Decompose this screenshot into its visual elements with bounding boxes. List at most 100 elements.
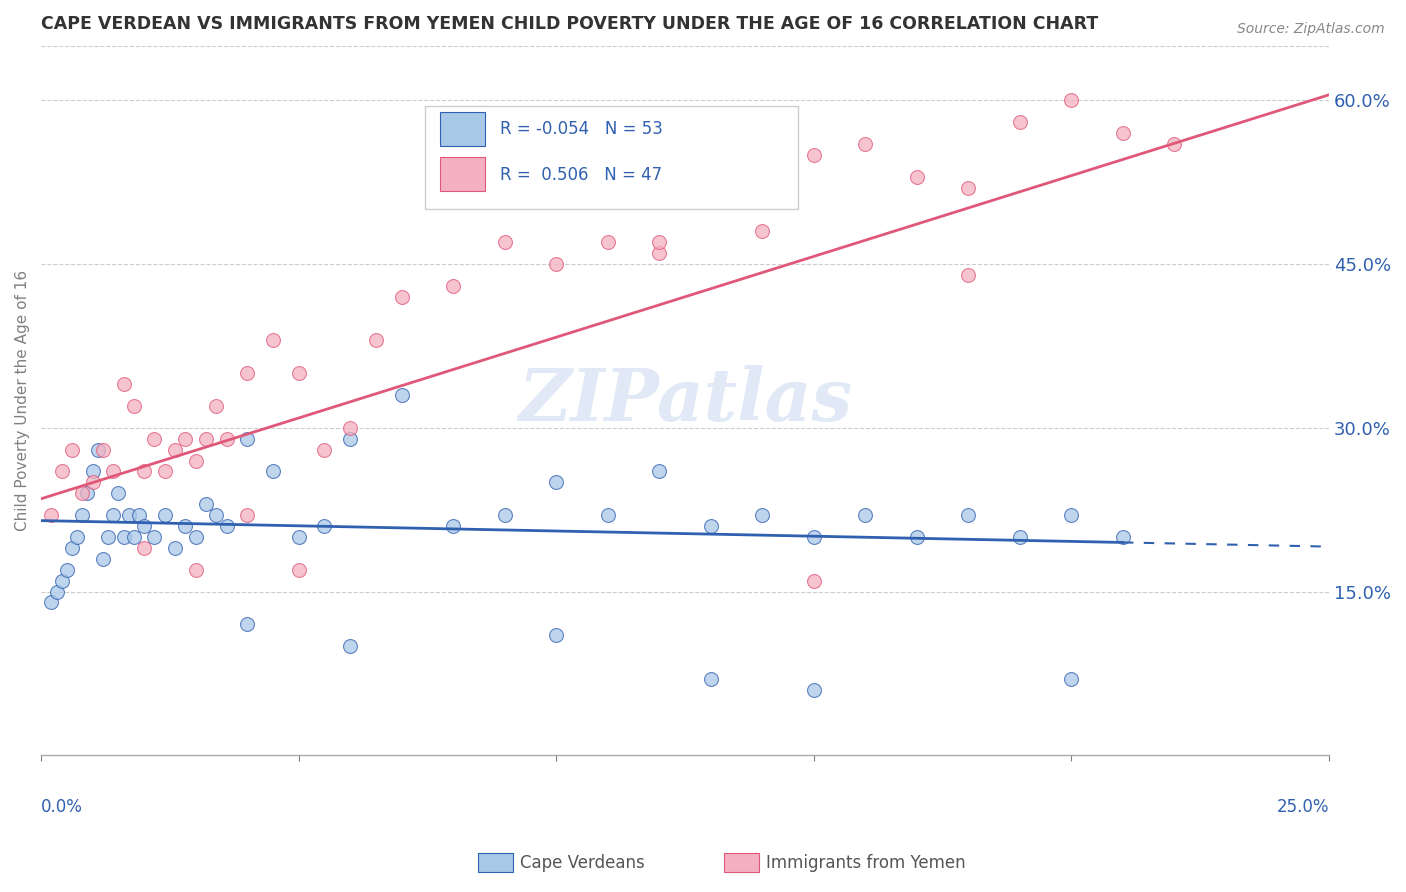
Point [103, 508, 125, 523]
Point [803, 148, 825, 162]
Point [205, 399, 228, 413]
Point [72, 508, 94, 523]
Point [339, 432, 361, 446]
Point [60, 442, 83, 457]
FancyBboxPatch shape [425, 106, 799, 209]
Point [174, 519, 197, 533]
Point [1163, 136, 1185, 151]
Point [215, 519, 238, 533]
Point [1060, 508, 1083, 523]
Point [112, 530, 135, 544]
Point [648, 465, 671, 479]
Point [60, 541, 83, 555]
Point [51, 574, 73, 588]
Point [143, 530, 166, 544]
Point [391, 388, 413, 402]
Point [143, 432, 166, 446]
Point [236, 366, 259, 380]
Point [262, 334, 284, 348]
Point [97, 530, 120, 544]
Point [165, 442, 187, 457]
Point [287, 366, 309, 380]
Point [194, 497, 217, 511]
Point [751, 508, 773, 523]
Point [803, 682, 825, 697]
Point [82, 475, 104, 490]
Point [107, 486, 129, 500]
Point [364, 334, 387, 348]
Point [165, 541, 187, 555]
FancyBboxPatch shape [440, 157, 485, 191]
Point [441, 519, 464, 533]
Point [41, 508, 63, 523]
Point [66, 530, 89, 544]
Point [314, 519, 336, 533]
Point [546, 475, 568, 490]
Point [803, 574, 825, 588]
Point [174, 432, 197, 446]
Point [494, 235, 516, 250]
Point [1060, 93, 1083, 107]
Point [648, 246, 671, 260]
Point [134, 541, 156, 555]
Point [122, 399, 145, 413]
Point [287, 530, 309, 544]
Point [56, 563, 79, 577]
Text: CAPE VERDEAN VS IMMIGRANTS FROM YEMEN CHILD POVERTY UNDER THE AGE OF 16 CORRELAT: CAPE VERDEAN VS IMMIGRANTS FROM YEMEN CH… [41, 15, 1098, 33]
Point [803, 530, 825, 544]
Text: Source: ZipAtlas.com: Source: ZipAtlas.com [1237, 22, 1385, 37]
Point [184, 453, 207, 467]
Point [1112, 126, 1135, 140]
Text: R = -0.054   N = 53: R = -0.054 N = 53 [499, 120, 662, 138]
Point [853, 136, 876, 151]
Point [494, 508, 516, 523]
Point [76, 486, 98, 500]
Point [1060, 672, 1083, 686]
Point [700, 519, 723, 533]
Text: 0.0%: 0.0% [41, 798, 83, 816]
Text: 25.0%: 25.0% [1277, 798, 1329, 816]
Point [128, 508, 150, 523]
Point [236, 617, 259, 632]
Point [751, 224, 773, 238]
Point [339, 639, 361, 653]
Point [391, 290, 413, 304]
Point [957, 268, 980, 282]
Text: Cape Verdeans: Cape Verdeans [520, 855, 645, 872]
Point [103, 465, 125, 479]
Point [87, 442, 110, 457]
Point [314, 442, 336, 457]
Point [700, 180, 723, 194]
Point [82, 465, 104, 479]
Point [215, 432, 238, 446]
Point [153, 508, 176, 523]
Point [441, 278, 464, 293]
Point [134, 465, 156, 479]
Text: Immigrants from Yemen: Immigrants from Yemen [766, 855, 966, 872]
Point [1112, 530, 1135, 544]
Point [905, 169, 928, 184]
Point [596, 235, 619, 250]
Point [339, 421, 361, 435]
Point [51, 465, 73, 479]
Point [546, 628, 568, 642]
Point [112, 377, 135, 392]
Text: ZIPatlas: ZIPatlas [517, 365, 852, 436]
Point [957, 508, 980, 523]
Point [45, 584, 67, 599]
Point [118, 508, 141, 523]
Text: R =  0.506   N = 47: R = 0.506 N = 47 [499, 166, 662, 184]
Point [700, 672, 723, 686]
Point [184, 563, 207, 577]
Point [1008, 115, 1031, 129]
Point [72, 486, 94, 500]
Point [205, 508, 228, 523]
FancyBboxPatch shape [440, 112, 485, 146]
Point [194, 432, 217, 446]
Point [957, 180, 980, 194]
Point [134, 519, 156, 533]
Point [41, 595, 63, 609]
Point [596, 508, 619, 523]
Point [122, 530, 145, 544]
Point [262, 465, 284, 479]
